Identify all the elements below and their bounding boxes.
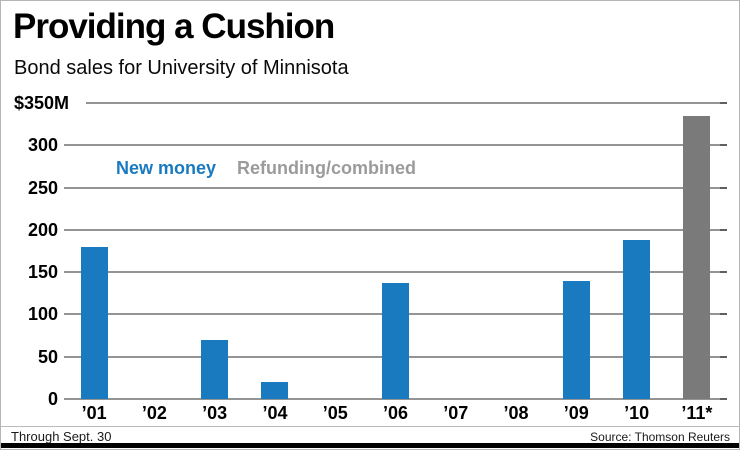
right-axis-tick — [720, 102, 727, 104]
x-tick-label: ’04 — [262, 403, 288, 423]
chart-subtitle: Bond sales for University of Minnisota — [14, 57, 349, 79]
gridline — [64, 186, 727, 189]
gridline — [64, 144, 727, 147]
gridline — [64, 271, 727, 274]
bar — [80, 246, 108, 399]
right-axis-tick — [720, 271, 727, 274]
chart-legend: New money Refunding/combined — [116, 158, 416, 179]
right-axis-tick — [720, 186, 727, 189]
bar — [201, 339, 229, 399]
right-axis-tick — [720, 228, 727, 231]
bar — [562, 280, 590, 399]
x-tick-label: ’08 — [503, 403, 529, 423]
footnote: Through Sept. 30 — [11, 429, 112, 444]
x-tick-label: ’01 — [81, 403, 107, 423]
right-axis-tick — [720, 355, 727, 358]
x-tick-label: ’07 — [443, 403, 469, 423]
x-tick-label: ’09 — [563, 403, 589, 423]
y-tick-label: $350M — [14, 93, 70, 113]
bottom-rule — [1, 443, 739, 448]
y-tick-label: 200 — [27, 219, 58, 240]
legend-item-new-money: New money — [116, 158, 217, 178]
x-tick-label: ’05 — [322, 403, 348, 423]
bar — [382, 283, 409, 399]
gridline — [64, 398, 727, 400]
y-tick-label: 50 — [37, 346, 58, 367]
right-axis-tick — [720, 144, 727, 147]
bar — [261, 382, 289, 399]
x-tick-label: ’11* — [681, 403, 713, 423]
y-tick-label: 150 — [27, 262, 58, 283]
chart-title: Providing a Cushion — [13, 7, 335, 46]
bar — [683, 115, 711, 399]
bar — [623, 240, 651, 399]
x-tick-label: ’06 — [382, 403, 409, 423]
x-tick-label: ’03 — [202, 403, 228, 423]
legend-item-refunding-combined: Refunding/combined — [237, 158, 417, 178]
y-tick-label: 250 — [27, 177, 58, 198]
x-tick-label: ’02 — [141, 403, 167, 423]
y-tick-label: 300 — [27, 135, 58, 156]
gridline — [86, 102, 727, 104]
gridline — [64, 228, 727, 231]
right-axis-tick — [720, 398, 727, 400]
footer-divider — [1, 426, 739, 427]
y-tick-label: 100 — [27, 304, 58, 325]
source-credit: Source: Thomson Reuters — [590, 430, 730, 444]
y-tick-label: 0 — [47, 389, 58, 409]
x-tick-label: ’10 — [624, 403, 650, 423]
right-axis-tick — [720, 313, 727, 316]
